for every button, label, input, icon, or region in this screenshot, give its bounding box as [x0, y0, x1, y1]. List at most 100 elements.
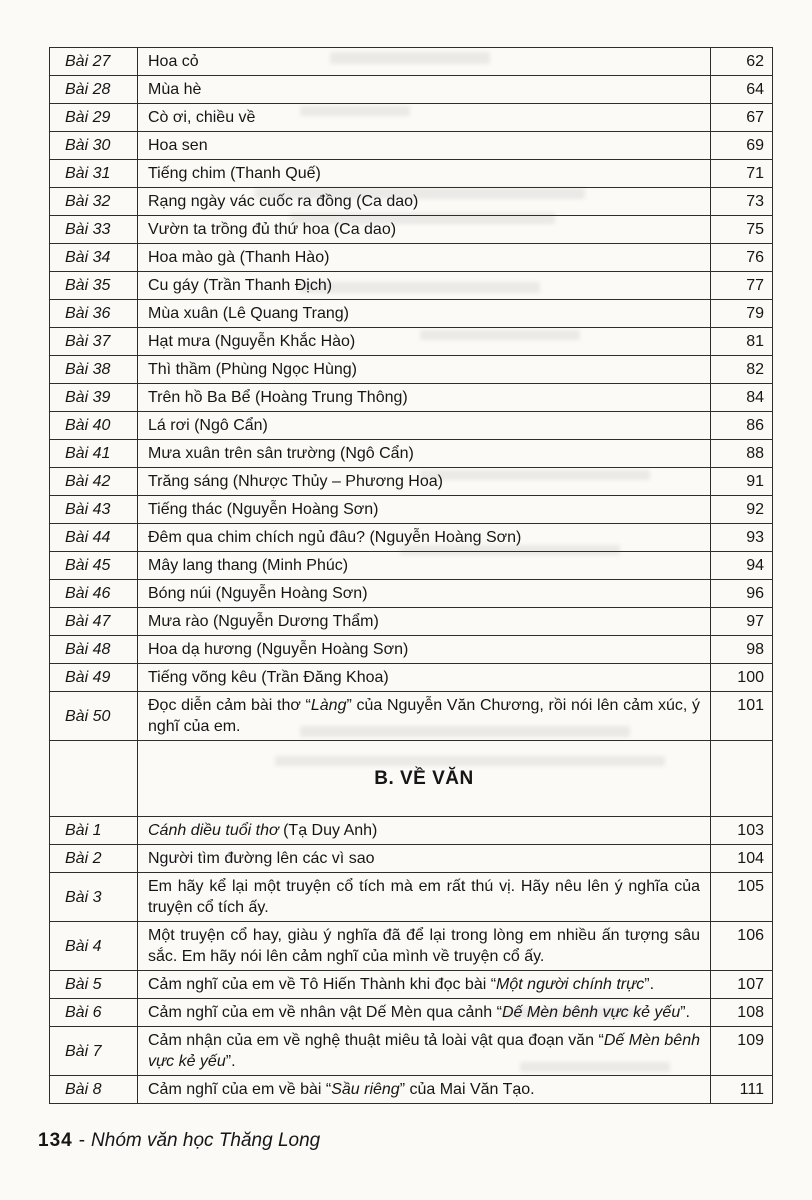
toc-row: Bài 43 Tiếng thác (Nguyễn Hoàng Sơn) 92	[49, 495, 773, 524]
toc-row: Bài 45 Mây lang thang (Minh Phúc) 94	[49, 551, 773, 580]
title-segment: Lá rơi (Ngô Cẩn)	[148, 417, 268, 434]
page-number-cell: 100	[710, 663, 773, 692]
toc-row: Bài 40 Lá rơi (Ngô Cẩn) 86	[49, 411, 773, 440]
lesson-number-cell: Bài 45	[49, 551, 138, 580]
title-segment: Tiếng võng kêu (Trần Đăng Khoa)	[148, 669, 389, 686]
page-number-cell: 73	[710, 187, 773, 216]
lesson-number-cell: Bài 50	[49, 691, 138, 741]
page-number-cell: 62	[710, 47, 773, 76]
lesson-number-cell: Bài 7	[49, 1026, 138, 1076]
toc-row: Bài 44 Đêm qua chim chích ngủ đâu? (Nguyễ…	[49, 523, 773, 552]
title-segment: Hoa cỏ	[148, 53, 199, 70]
page-number-cell: 93	[710, 523, 773, 552]
title-segment: Dế Mèn bênh vực kẻ yếu	[501, 1004, 681, 1021]
toc-row: Bài 36 Mùa xuân (Lê Quang Trang) 79	[49, 299, 773, 328]
lesson-number-cell: Bài 40	[49, 411, 138, 440]
title-segment: Hoa dạ hương (Nguyễn Hoàng Sơn)	[148, 641, 409, 658]
lesson-number-cell: Bài 31	[49, 159, 138, 188]
page-number-cell: 91	[710, 467, 773, 496]
toc-section-b-header: B. VỀ VĂN	[49, 740, 773, 817]
page-number-cell: 84	[710, 383, 773, 412]
title-segment: Sầu riêng	[331, 1081, 400, 1098]
title-segment: Hoa mào gà (Thanh Hào)	[148, 249, 330, 266]
lesson-title-cell: Cảm nhận của em về nghệ thuật miêu tả lo…	[137, 1026, 711, 1076]
toc-row: Bài 31 Tiếng chim (Thanh Quế) 71	[49, 159, 773, 188]
page-number-cell: 77	[710, 271, 773, 300]
lesson-number-cell: Bài 4	[49, 921, 138, 971]
title-segment: Đọc diễn cảm bài thơ “	[148, 697, 311, 714]
toc-row: Bài 37 Hạt mưa (Nguyễn Khắc Hào) 81	[49, 327, 773, 356]
title-segment: ” của Mai Văn Tạo.	[399, 1081, 535, 1098]
lesson-title-cell: Hoa cỏ	[137, 47, 711, 76]
page-number-cell: 86	[710, 411, 773, 440]
toc-row: Bài 33 Vườn ta trồng đủ thứ hoa (Ca dao) 7…	[49, 215, 773, 244]
page-number-cell: 75	[710, 215, 773, 244]
toc-row: Bài 29 Cò ơi, chiều về 67	[49, 103, 773, 132]
title-segment: ” của Nguyễn Văn Chương, rồi nói lên cảm…	[148, 697, 701, 735]
lesson-title-cell: Mưa xuân trên sân trường (Ngô Cẩn)	[137, 439, 711, 468]
title-segment: ”.	[644, 976, 655, 993]
toc-row: Bài 47 Mưa rào (Nguyễn Dương Thẩm) 97	[49, 607, 773, 636]
title-segment: Thì thầm (Phùng Ngọc Hùng)	[148, 361, 357, 378]
lesson-number-cell: Bài 28	[49, 75, 138, 104]
lesson-number-cell: Bài 6	[49, 998, 138, 1027]
toc-table: Bài 27 Hoa cỏ 62 Bài 28 Mùa hè 64 Bài 29 Cò ơi,…	[49, 47, 773, 1104]
toc-row: Bài 27 Hoa cỏ 62	[49, 47, 773, 76]
lesson-number-cell: Bài 30	[49, 131, 138, 160]
lesson-title-cell: Hoa dạ hương (Nguyễn Hoàng Sơn)	[137, 635, 711, 664]
toc-row: Bài 6 Cảm nghĩ của em về nhân vật Dế Mèn …	[49, 998, 773, 1027]
page-number-cell: 103	[710, 816, 773, 845]
page-number-cell: 109	[710, 1026, 773, 1076]
page-number-cell: 79	[710, 299, 773, 328]
page-number-cell: 94	[710, 551, 773, 580]
page-number-cell: 108	[710, 998, 773, 1027]
page-number-cell: 81	[710, 327, 773, 356]
lesson-number-cell: Bài 44	[49, 523, 138, 552]
lesson-title-cell: Cảm nghĩ của em về nhân vật Dế Mèn qua c…	[137, 998, 711, 1027]
page-number-cell: 105	[710, 872, 773, 922]
title-segment: Mùa xuân (Lê Quang Trang)	[148, 305, 350, 322]
lesson-number-cell: Bài 48	[49, 635, 138, 664]
lesson-number-cell: Bài 34	[49, 243, 138, 272]
title-segment: Một truyện cổ hay, giàu ý nghĩa đã để lạ…	[148, 927, 700, 965]
lesson-title-cell: Cò ơi, chiều về	[137, 103, 711, 132]
lesson-number-cell: Bài 1	[49, 816, 138, 845]
lesson-title-cell: Vườn ta trồng đủ thứ hoa (Ca dao)	[137, 215, 711, 244]
page-number-cell: 64	[710, 75, 773, 104]
title-segment: Người tìm đường lên các vì sao	[148, 850, 375, 867]
lesson-number-cell: Bài 42	[49, 467, 138, 496]
page-number-cell: 97	[710, 607, 773, 636]
title-segment: Trăng sáng (Nhược Thủy – Phương Hoa)	[148, 473, 443, 490]
section-header-row: B. VỀ VĂN	[49, 740, 773, 817]
lesson-title-cell: Thì thầm (Phùng Ngọc Hùng)	[137, 355, 711, 384]
lesson-number-cell: Bài 38	[49, 355, 138, 384]
title-segment: Mùa hè	[148, 81, 202, 98]
toc-row: Bài 41 Mưa xuân trên sân trường (Ngô Cẩn)…	[49, 439, 773, 468]
lesson-number-cell: Bài 41	[49, 439, 138, 468]
empty-cell	[49, 740, 138, 817]
title-segment: Hoa sen	[148, 137, 208, 154]
lesson-number-cell: Bài 47	[49, 607, 138, 636]
lesson-number-cell: Bài 46	[49, 579, 138, 608]
lesson-title-cell: Trên hồ Ba Bể (Hoàng Trung Thông)	[137, 383, 711, 412]
lesson-title-cell: Cảm nghĩ của em về Tô Hiến Thành khi đọc…	[137, 970, 711, 999]
lesson-number-cell: Bài 35	[49, 271, 138, 300]
lesson-title-cell: Mưa rào (Nguyễn Dương Thẩm)	[137, 607, 711, 636]
empty-cell	[710, 740, 773, 817]
toc-row: Bài 30 Hoa sen 69	[49, 131, 773, 160]
toc-section-a: Bài 27 Hoa cỏ 62 Bài 28 Mùa hè 64 Bài 29 Cò ơi,…	[49, 47, 773, 741]
title-segment: Hạt mưa (Nguyễn Khắc Hào)	[148, 333, 356, 350]
page-number-cell: 69	[710, 131, 773, 160]
lesson-title-cell: Đọc diễn cảm bài thơ “Làng” của Nguyễn V…	[137, 691, 711, 741]
lesson-title-cell: Hoa sen	[137, 131, 711, 160]
lesson-number-cell: Bài 39	[49, 383, 138, 412]
lesson-title-cell: Bóng núi (Nguyễn Hoàng Sơn)	[137, 579, 711, 608]
lesson-number-cell: Bài 3	[49, 872, 138, 922]
page-footer: 134- Nhóm văn học Thăng Long	[38, 1130, 320, 1152]
page-number-cell: 107	[710, 970, 773, 999]
toc-row: Bài 49 Tiếng võng kêu (Trần Đăng Khoa) 100	[49, 663, 773, 692]
footer-page-number: 134	[38, 1130, 73, 1151]
lesson-title-cell: Lá rơi (Ngô Cẩn)	[137, 411, 711, 440]
lesson-number-cell: Bài 33	[49, 215, 138, 244]
